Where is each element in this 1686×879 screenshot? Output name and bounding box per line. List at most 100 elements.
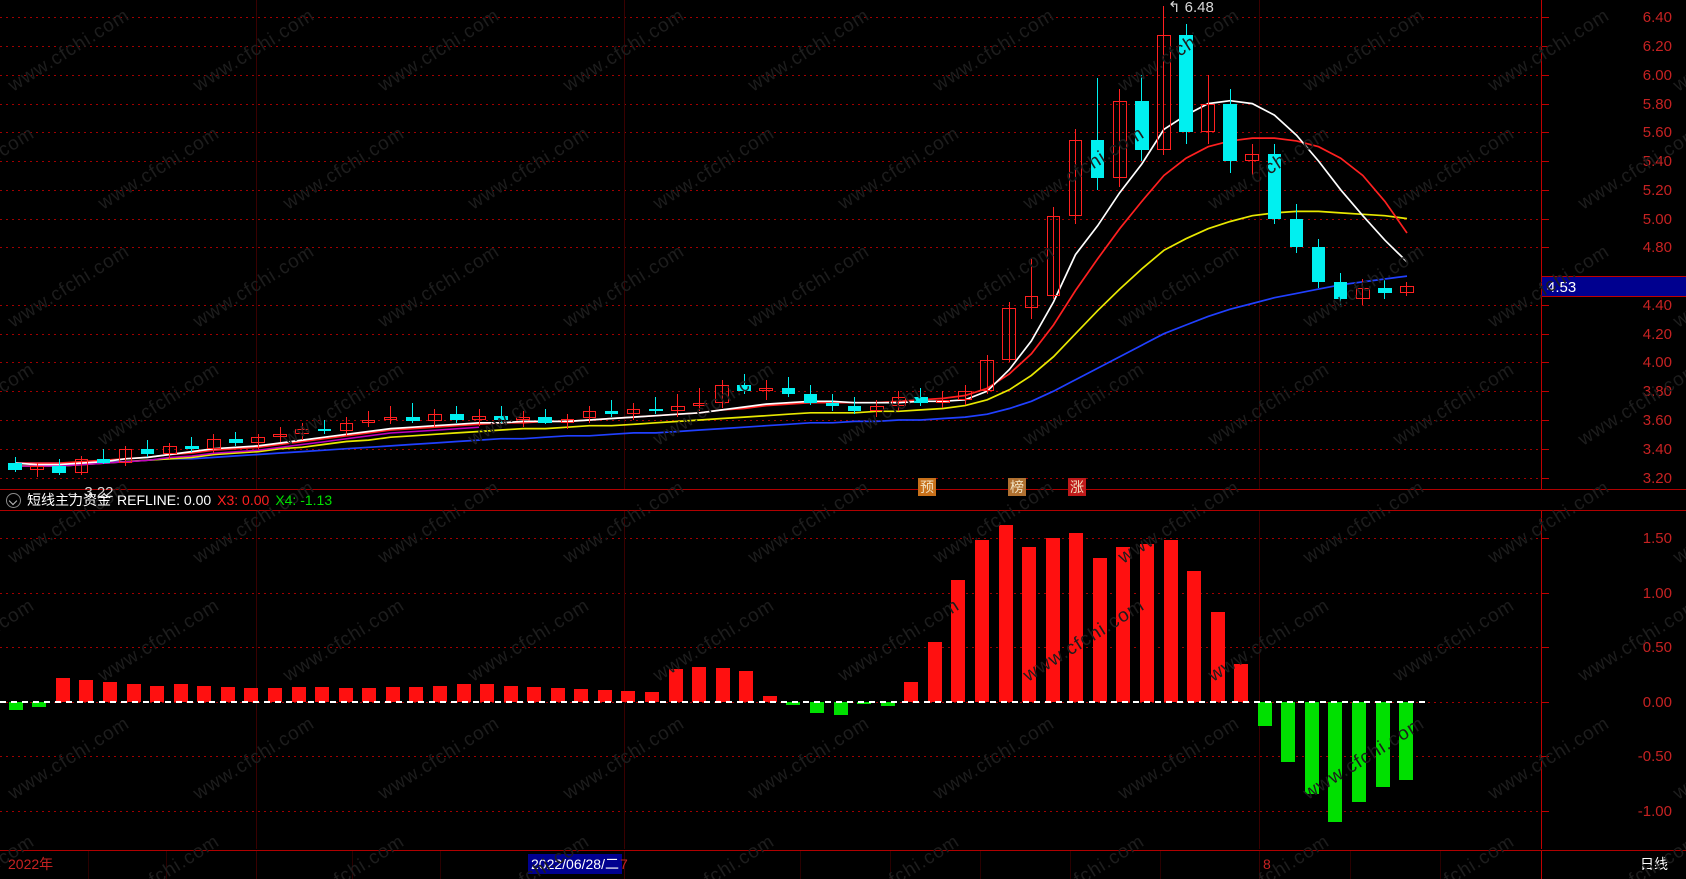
candle-body (1311, 247, 1326, 282)
chevron-down-circle-icon[interactable] (6, 492, 21, 508)
histogram-bar (880, 701, 895, 707)
candle-body (869, 405, 884, 412)
pane-separator-bottom (0, 510, 1686, 511)
histogram-bar (739, 671, 754, 702)
candle-wick (81, 455, 82, 475)
date-axis-separator (440, 851, 441, 879)
signal-mark[interactable]: 涨 (1068, 478, 1086, 496)
high-price-label: 6.48 (1184, 0, 1214, 16)
histogram-bar (362, 687, 377, 702)
signal-mark[interactable]: 预 (918, 478, 936, 496)
gridline (0, 647, 1541, 649)
gridline (0, 538, 1541, 540)
histogram-bar (315, 686, 330, 702)
candle-wick (633, 402, 634, 420)
axis-tick (1541, 304, 1549, 306)
candle-body (715, 385, 729, 403)
candle-wick (611, 399, 612, 418)
histogram-bar (621, 690, 636, 702)
candle-body (184, 445, 199, 449)
histogram-bar (432, 685, 447, 702)
candle-wick (722, 379, 723, 409)
gridline (0, 132, 1541, 134)
histogram-bar (597, 689, 612, 702)
candle-wick (898, 391, 899, 412)
indicator-axis-border (1541, 511, 1542, 849)
indicator-title-bar[interactable]: 短线主力资金 REFLINE: 0.00 X3: 0.00 X4: -1.13 (0, 490, 1541, 510)
gridline (0, 74, 1541, 76)
candle-wick (920, 388, 921, 406)
ma-line-white (14, 99, 1408, 466)
indicator-value-axis[interactable]: 1.50 1.00 0.50 0.00 -0.50 -1.00 (1541, 511, 1686, 849)
candle-wick (1208, 74, 1209, 144)
price-chart-pane[interactable]: ↰ 6.48 ← 3.22 (0, 0, 1541, 500)
histogram-bar (267, 687, 282, 702)
price-grid (0, 0, 1541, 489)
indicator-axis-label: 1.50 (1642, 530, 1672, 548)
date-axis[interactable]: 2022年 2022/06/28/二 日线 7 8 (0, 850, 1686, 879)
histogram-bar (409, 686, 424, 702)
axis-tick (1541, 218, 1549, 220)
selected-date-label[interactable]: 2022/06/28/二 (528, 854, 622, 874)
axis-tick (1541, 477, 1549, 479)
candle-body (428, 414, 442, 422)
candle-body (1378, 287, 1392, 294)
histogram-bar (150, 685, 165, 702)
candle-wick (1075, 129, 1076, 225)
candle-wick (346, 417, 347, 436)
price-axis-label: 4.00 (1642, 354, 1672, 372)
histogram-bar (55, 677, 70, 702)
candle-body (582, 411, 597, 419)
indicator-chart-pane[interactable] (0, 511, 1541, 849)
date-axis-separator (890, 851, 891, 879)
price-axis-label: 5.20 (1642, 181, 1672, 199)
axis-tick (1541, 810, 1549, 812)
histogram-bar (927, 641, 942, 702)
axis-tick (1541, 538, 1549, 540)
date-axis-separator (980, 851, 981, 879)
candle-body (273, 434, 287, 438)
candle-wick (1097, 77, 1098, 190)
candle-wick (567, 414, 568, 429)
candle-wick (1406, 281, 1407, 297)
price-axis-label: 5.80 (1642, 95, 1672, 113)
price-axis-label: 6.40 (1642, 9, 1672, 27)
histogram-bar (1304, 701, 1319, 795)
candle-body (140, 448, 155, 455)
histogram-bar (8, 701, 23, 711)
indicator-histogram-series (0, 511, 1541, 849)
candle-wick (965, 385, 966, 406)
histogram-bar (103, 682, 118, 702)
period-label[interactable]: 日线 (1640, 856, 1668, 872)
gridline (0, 189, 1541, 191)
gridline (0, 362, 1541, 364)
histogram-bar (762, 696, 777, 702)
candle-body (229, 438, 243, 443)
histogram-bar (904, 682, 919, 702)
candle-body (1024, 296, 1039, 308)
histogram-bar (32, 701, 47, 708)
histogram-bar (1234, 663, 1249, 702)
price-axis-label: 5.00 (1642, 210, 1672, 228)
signal-mark[interactable]: 榜 (1008, 478, 1026, 496)
candle-body (891, 397, 906, 406)
candle-body (30, 466, 44, 471)
candle-body (52, 466, 67, 474)
axis-tick (1541, 161, 1549, 163)
candle-body (1289, 218, 1304, 248)
gridline (0, 592, 1541, 594)
candle-wick (169, 443, 170, 459)
gridline (0, 161, 1541, 163)
histogram-bar (1210, 612, 1225, 702)
histogram-bar (244, 687, 259, 702)
last-price-badge[interactable]: 4.53 (1542, 276, 1686, 298)
histogram-bar (645, 692, 660, 702)
price-axis-label: 5.40 (1642, 153, 1672, 171)
axis-tick (1541, 17, 1549, 19)
price-axis-label: 5.60 (1642, 124, 1672, 142)
histogram-bar (291, 686, 306, 702)
price-value-axis[interactable]: 6.40 6.20 6.00 5.80 5.60 5.40 5.20 5.00 4.80 4.40… (1541, 0, 1686, 489)
candle-body (825, 402, 840, 406)
gridline (0, 810, 1541, 812)
vertical-gridline (1259, 0, 1260, 489)
